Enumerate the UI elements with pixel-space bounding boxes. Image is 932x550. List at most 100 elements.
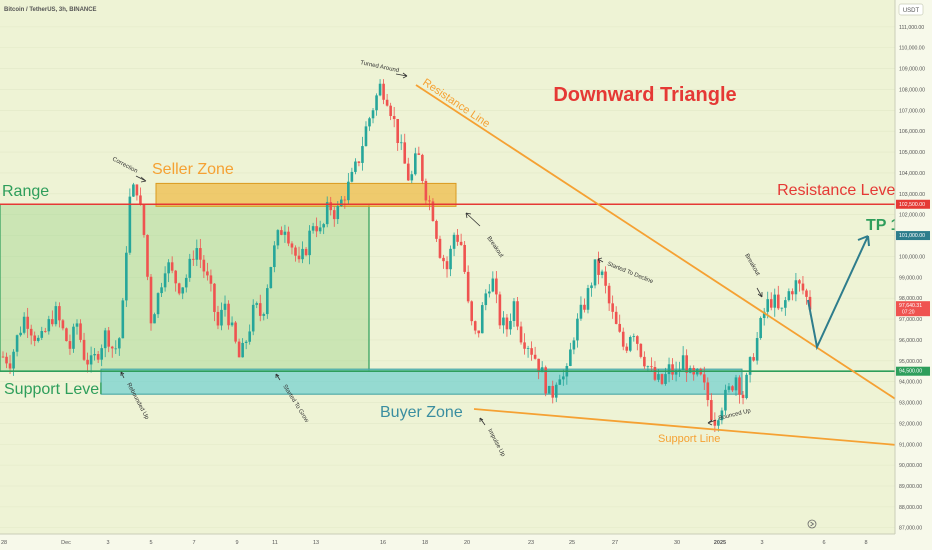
candle-body (86, 359, 89, 365)
time-tick-label: 6 (822, 540, 825, 546)
candle-body (294, 247, 297, 256)
price-tick-label: 92,000.00 (899, 421, 922, 427)
time-tick-label: 13 (313, 540, 319, 546)
bounced-up-arrow (707, 419, 717, 426)
candle-body (769, 299, 773, 308)
price-tick-label: 89,000.00 (899, 484, 922, 490)
candle-body (674, 370, 678, 375)
candle-body (537, 358, 540, 373)
time-tick-label: Dec (61, 540, 71, 546)
candle-body (96, 354, 100, 360)
candle-body (230, 322, 234, 326)
price-tag-label: 97,640.31 (899, 303, 922, 309)
price-tag-label: 101,000.00 (899, 233, 925, 239)
candle-body (766, 299, 770, 312)
price-tick-label: 100,000.00 (899, 254, 925, 260)
candle-body (625, 346, 629, 351)
candle-body (364, 126, 368, 147)
currency-label: USDT (903, 8, 920, 14)
candle-body (414, 153, 417, 175)
candle-body (424, 180, 428, 201)
candle-body (480, 305, 484, 334)
price-tick-label: 105,000.00 (899, 150, 925, 156)
candle-body (628, 337, 632, 351)
candle-body (572, 340, 576, 350)
candle-body (470, 301, 473, 322)
candle-body (29, 328, 33, 336)
candle-body (22, 316, 26, 333)
candle-body (547, 385, 551, 394)
time-tick-label: 2025 (714, 540, 726, 546)
candle-body (459, 241, 463, 245)
price-tick-label: 111,000.00 (899, 25, 924, 31)
rebounded-up-arrow (120, 371, 125, 379)
currency-badge[interactable] (898, 3, 924, 16)
price-tick-label: 103,000.00 (899, 192, 925, 198)
candle-body (350, 171, 354, 182)
candle-body (456, 234, 459, 242)
candle-body (12, 351, 15, 369)
candle-body (551, 385, 555, 398)
candle-body (773, 294, 777, 308)
projection-arrowhead (857, 235, 870, 247)
price-axis-panel (895, 0, 932, 550)
support-line-label: Support Line (658, 433, 720, 445)
candle-body (636, 336, 639, 344)
candle-body (731, 386, 734, 391)
candle-body (72, 326, 75, 349)
candle-body (251, 304, 255, 332)
candle-body (132, 184, 135, 197)
candle-body (738, 377, 741, 395)
candle-body (117, 338, 121, 349)
candle-body (604, 271, 607, 286)
candle-body (759, 318, 762, 339)
candle-body (463, 244, 466, 272)
candle-body (491, 278, 495, 292)
candle-body (406, 163, 410, 181)
candle-body (776, 294, 780, 309)
candle-body (477, 330, 481, 334)
candle-body (389, 105, 392, 117)
candle-body (227, 303, 230, 326)
candle-body (586, 288, 590, 310)
candle-body (502, 317, 505, 326)
candle-body (396, 118, 399, 144)
time-tick-label: 3 (106, 540, 109, 546)
candle-body (170, 262, 174, 271)
candle-body (33, 335, 37, 341)
started-to-decline-arrow (597, 257, 604, 264)
candle-body (107, 330, 111, 347)
time-tick-label: 23 (528, 540, 534, 546)
candle-body (466, 271, 470, 302)
go-to-realtime-icon[interactable] (807, 519, 817, 529)
candle-body (311, 226, 315, 231)
candle-body (160, 287, 163, 294)
turned-around-arrow (395, 72, 408, 79)
price-tick-label: 90,000.00 (899, 463, 922, 469)
candle-body (533, 354, 537, 359)
candle-body (375, 95, 378, 111)
candle-body (748, 357, 752, 375)
price-tick-label: 95,000.00 (899, 359, 922, 365)
candle-body (15, 335, 19, 352)
candle-body (484, 293, 488, 306)
price-tick-label: 97,000.00 (899, 317, 922, 323)
candle-body (191, 258, 195, 260)
candle-body (75, 323, 79, 327)
candle-body (156, 293, 160, 315)
candle-body (290, 243, 294, 248)
candle-body (569, 349, 572, 366)
candle-body (385, 99, 389, 106)
candle-body (650, 366, 653, 368)
time-tick-label: 28 (1, 540, 7, 546)
candle-body (530, 348, 533, 355)
candle-body (361, 146, 364, 163)
candle-body (340, 199, 343, 207)
candle-body (128, 196, 132, 253)
candle-body (315, 226, 318, 232)
candle-body (505, 317, 509, 330)
candle-body (258, 303, 262, 316)
candle-body (671, 364, 674, 375)
